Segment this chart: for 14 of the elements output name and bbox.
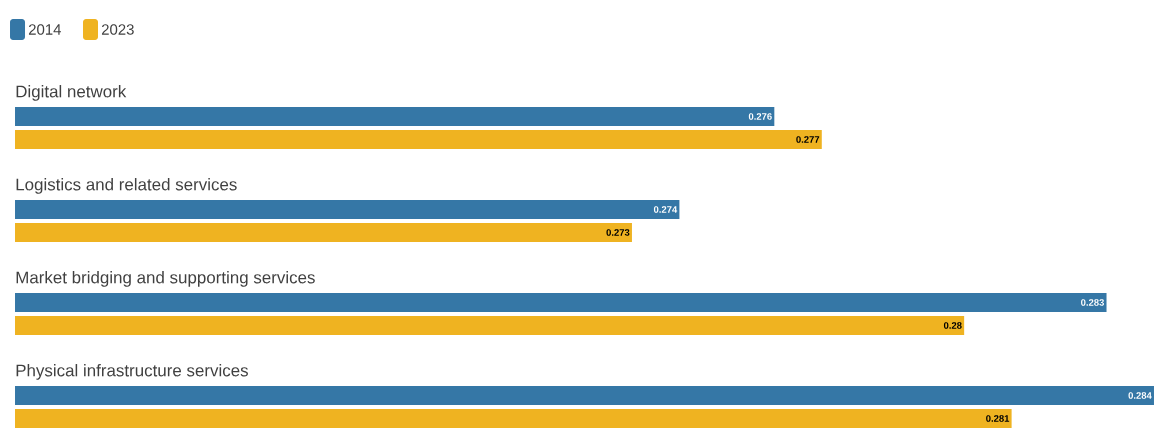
data-label: 0.283 [1081, 299, 1105, 306]
data-label: 0.273 [606, 229, 630, 236]
y-tick-label: Logistics and related services [16, 178, 237, 194]
data-label: 0.274 [653, 206, 678, 213]
legend-label: 2023 [101, 24, 134, 35]
data-label: 0.277 [796, 136, 820, 143]
y-tick-label: Digital network [16, 85, 127, 101]
y-tick-label: Physical infrastructure services [16, 364, 248, 380]
data-label: 0.276 [748, 113, 772, 120]
legend-label: 2014 [28, 24, 62, 35]
y-tick-label: Market bridging and supporting services [16, 271, 315, 287]
data-label: 0.281 [986, 415, 1010, 422]
data-label: 0.28 [943, 322, 962, 329]
data-label: 0.284 [1128, 392, 1152, 399]
